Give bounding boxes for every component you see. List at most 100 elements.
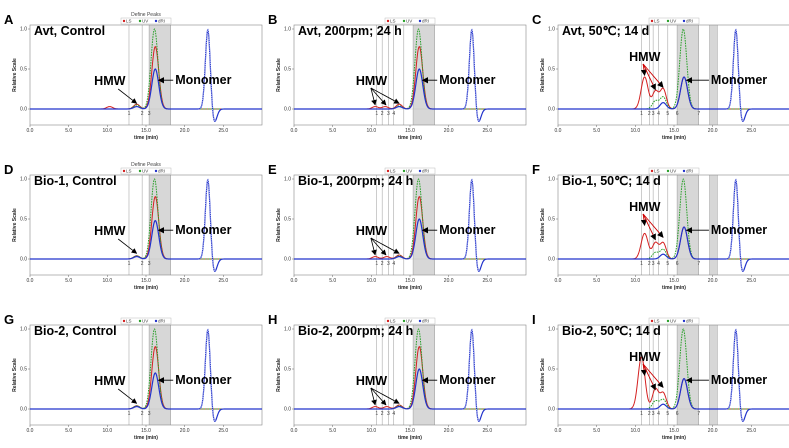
y-tick-label: 0.0 [284, 107, 291, 113]
secondary-region [709, 175, 718, 275]
legend-label: LS [390, 319, 396, 324]
dri-dash-overlay [199, 179, 216, 272]
peak-mark: 4 [392, 111, 395, 117]
x-tick-label: 20.0 [444, 128, 454, 134]
panel-title: Avt, Control [34, 24, 105, 38]
peak-mark: 5 [666, 411, 669, 417]
legend-label: UV [670, 169, 676, 174]
legend-label: dRI [422, 319, 429, 324]
panel-title: Avt, 200rpm; 24 h [298, 24, 402, 38]
x-axis-label: time (min) [134, 135, 158, 141]
x-tick-label: 25.0 [218, 278, 228, 284]
y-tick-label: 0.0 [284, 407, 291, 413]
x-tick-label: 5.0 [65, 428, 72, 434]
monomer-label: Monomer [439, 223, 495, 237]
peak-mark: 1 [128, 411, 131, 417]
hmw-arrow [642, 63, 664, 88]
legend-label: UV [142, 169, 148, 174]
peak-mark: 5 [666, 261, 669, 267]
legend-label: dRI [686, 19, 693, 24]
y-axis-label: Relative Scale [276, 208, 282, 242]
x-tick-label: 25.0 [218, 428, 228, 434]
x-tick-label: 25.0 [482, 128, 492, 134]
hmw-arrow [642, 213, 664, 238]
peak-mark: 4 [392, 261, 395, 267]
hmw-arrow [642, 363, 664, 388]
x-tick-label: 10.0 [102, 428, 112, 434]
x-tick-label: 10.0 [630, 278, 640, 284]
x-tick-label: 15.0 [141, 278, 151, 284]
legend-label: UV [142, 319, 148, 324]
x-tick-label: 25.0 [482, 278, 492, 284]
legend-box [384, 167, 436, 175]
x-tick-label: 15.0 [141, 128, 151, 134]
y-tick-label: 1.0 [548, 177, 555, 183]
hmw-label: HMW [629, 350, 660, 364]
legend-swatch [418, 319, 422, 323]
monomer-region [149, 325, 171, 425]
panel-title: Bio-1, Control [34, 174, 117, 188]
x-tick-label: 5.0 [329, 278, 336, 284]
legend-box [648, 317, 700, 325]
monomer-region [413, 325, 435, 425]
panel-label: B [268, 12, 277, 27]
x-tick-label: 25.0 [482, 428, 492, 434]
y-tick-label: 1.0 [548, 327, 555, 333]
series-dri [30, 178, 262, 272]
legend-swatch [122, 19, 126, 23]
panel-label: G [4, 312, 14, 327]
x-tick-label: 5.0 [65, 128, 72, 134]
series-uv [30, 178, 262, 260]
x-tick-label: 20.0 [444, 428, 454, 434]
x-tick-label: 15.0 [141, 428, 151, 434]
peak-mark: 6 [676, 111, 679, 117]
legend-label: dRI [158, 319, 165, 324]
x-tick-label: 0.0 [555, 128, 562, 134]
panel-title: Bio-2, Control [34, 324, 117, 338]
legend-swatch [138, 169, 142, 173]
y-tick-label: 0.0 [548, 107, 555, 113]
hmw-label: HMW [356, 374, 387, 388]
secondary-region [709, 325, 718, 425]
legend-label: dRI [686, 169, 693, 174]
panel-title: Bio-1, 50℃; 14 d [562, 174, 661, 188]
panel-title: Bio-2, 50℃; 14 d [562, 324, 661, 338]
y-axis-label: Relative Scale [540, 208, 546, 242]
series-uv [294, 178, 526, 260]
hmw-arrow [370, 387, 400, 404]
legend-label: LS [390, 169, 396, 174]
legend-swatch [666, 169, 670, 173]
legend-swatch [154, 319, 158, 323]
dri-dash-overlay [463, 29, 480, 122]
x-tick-label: 25.0 [746, 428, 756, 434]
panel-label: A [4, 12, 14, 27]
legend-box [120, 317, 172, 325]
peak-mark: 1 [375, 411, 378, 417]
dri-dash-overlay [463, 329, 480, 422]
panel-header: Define Peaks [131, 12, 161, 18]
series-dri [294, 178, 526, 272]
x-tick-label: 20.0 [708, 428, 718, 434]
x-tick-label: 10.0 [630, 428, 640, 434]
peak-mark: 1 [128, 111, 131, 117]
legend-label: dRI [422, 19, 429, 24]
legend-box [648, 167, 700, 175]
x-tick-label: 20.0 [708, 128, 718, 134]
x-tick-label: 15.0 [669, 428, 679, 434]
hmw-arrow [642, 363, 656, 391]
legend-label: UV [406, 169, 412, 174]
peak-mark: 1 [640, 111, 643, 117]
peak-mark: 3 [387, 111, 390, 117]
legend-label: LS [126, 19, 132, 24]
y-tick-label: 0.0 [548, 407, 555, 413]
hmw-arrow [642, 213, 656, 241]
monomer-label: Monomer [175, 223, 231, 237]
series-dri [558, 28, 789, 122]
peak-mark: 2 [141, 111, 144, 117]
legend-swatch [682, 19, 686, 23]
